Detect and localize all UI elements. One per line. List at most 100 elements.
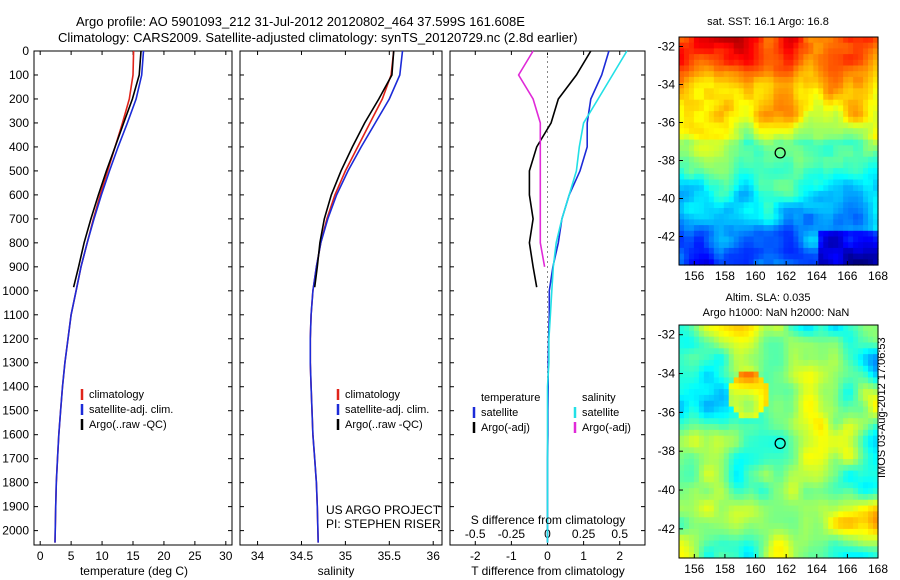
heatmap-cell bbox=[783, 424, 790, 431]
y-tick-label: 1900 bbox=[2, 500, 29, 514]
heatmap-cell bbox=[853, 389, 859, 396]
heatmap-cell bbox=[679, 523, 685, 530]
heatmap-cell bbox=[708, 111, 715, 118]
heatmap-cell bbox=[868, 236, 874, 243]
heatmap-cell bbox=[758, 505, 765, 512]
heatmap-cell bbox=[848, 71, 854, 78]
heatmap-cell bbox=[863, 259, 869, 266]
heatmap-cell bbox=[733, 156, 740, 163]
heatmap-cell bbox=[828, 511, 834, 518]
heatmap-cell bbox=[828, 76, 834, 84]
heatmap-cell bbox=[868, 185, 874, 192]
heatmap-cell bbox=[723, 116, 730, 124]
heatmap-cell bbox=[863, 42, 869, 49]
heatmap-cell bbox=[828, 453, 834, 460]
heatmap-cell bbox=[738, 546, 745, 553]
heatmap-cell bbox=[758, 424, 765, 431]
heatmap-cell bbox=[758, 139, 765, 146]
heatmap-cell bbox=[748, 377, 755, 384]
heatmap-cell bbox=[718, 151, 725, 158]
heatmap-cell bbox=[708, 59, 715, 67]
heatmap-cell bbox=[738, 377, 745, 384]
heatmap-cell bbox=[853, 37, 859, 44]
heatmap-cell bbox=[683, 156, 690, 163]
heatmap-cell bbox=[683, 406, 690, 413]
heatmap-cell bbox=[773, 389, 780, 396]
heatmap-cell bbox=[703, 441, 710, 448]
heatmap-cell bbox=[683, 213, 690, 220]
heatmap-cell bbox=[788, 82, 795, 89]
heatmap-cell bbox=[713, 128, 720, 135]
heatmap-cell bbox=[738, 552, 745, 559]
heatmap-cell bbox=[753, 540, 760, 547]
heatmap-cell bbox=[708, 534, 715, 542]
heatmap-cell bbox=[698, 505, 705, 512]
heatmap-cell bbox=[738, 342, 745, 349]
heatmap-cell bbox=[788, 523, 795, 530]
heatmap-cell bbox=[818, 202, 824, 209]
heatmap-cell bbox=[713, 196, 720, 203]
heatmap-cell bbox=[853, 236, 859, 243]
heatmap-cell bbox=[708, 354, 715, 361]
heatmap-cell bbox=[683, 354, 690, 361]
heatmap-cell bbox=[758, 377, 765, 384]
heatmap-cell bbox=[813, 435, 819, 443]
heatmap-cell bbox=[723, 517, 730, 524]
heatmap-cell bbox=[748, 470, 755, 478]
heatmap-cell bbox=[683, 230, 690, 238]
pi-annotation: PI: STEPHEN RISER bbox=[326, 517, 441, 531]
heatmap-cell bbox=[838, 116, 844, 124]
heatmap-cell bbox=[773, 151, 780, 158]
sst-map-panel: 156 158 160 162 164 166 168-32-34-36-38-40-42 bbox=[658, 36, 888, 283]
heatmap-cell bbox=[703, 139, 710, 146]
heatmap-cell bbox=[788, 133, 795, 141]
heatmap-cell bbox=[698, 139, 705, 146]
heatmap-cell bbox=[738, 371, 745, 379]
heatmap-cell bbox=[683, 71, 690, 78]
heatmap-cell bbox=[828, 133, 834, 141]
heatmap-cell bbox=[783, 162, 790, 169]
heatmap-cell bbox=[873, 365, 879, 373]
heatmap-cell bbox=[728, 37, 735, 44]
heatmap-cell bbox=[728, 71, 735, 78]
heatmap-cell bbox=[768, 219, 775, 226]
heatmap-cell bbox=[783, 196, 790, 203]
heatmap-cell bbox=[683, 453, 690, 460]
heatmap-cell bbox=[723, 151, 730, 158]
heatmap-cell bbox=[858, 418, 864, 425]
heatmap-cell bbox=[713, 76, 720, 84]
heatmap-cell bbox=[738, 48, 745, 55]
heatmap-cell bbox=[838, 359, 844, 367]
legend-label: Argo(-adj) bbox=[481, 422, 530, 434]
heatmap-cell bbox=[798, 493, 804, 501]
heatmap-cell bbox=[698, 247, 705, 255]
heatmap-cell bbox=[813, 173, 819, 181]
heatmap-cell bbox=[753, 54, 760, 61]
sst-map-title: sat. SST: 16.1 Argo: 16.8 bbox=[707, 16, 829, 28]
heatmap-cell bbox=[863, 552, 869, 559]
heatmap-cell bbox=[723, 111, 730, 118]
heatmap-cell bbox=[773, 37, 780, 44]
heatmap-cell bbox=[828, 202, 834, 209]
heatmap-cell bbox=[683, 441, 690, 448]
heatmap-cell bbox=[743, 447, 750, 454]
heatmap-cell bbox=[718, 336, 725, 344]
heatmap-cell bbox=[828, 139, 834, 146]
heatmap-cell bbox=[848, 517, 854, 524]
heatmap-cell bbox=[808, 173, 814, 181]
heatmap-cell bbox=[723, 441, 730, 448]
heatmap-cell bbox=[838, 517, 844, 524]
heatmap-cell bbox=[758, 354, 765, 361]
heatmap-cell bbox=[738, 128, 745, 135]
heatmap-cell bbox=[728, 173, 735, 181]
heatmap-cell bbox=[838, 365, 844, 373]
heatmap-cell bbox=[748, 359, 755, 367]
heatmap-cell bbox=[773, 447, 780, 454]
heatmap-cell bbox=[788, 99, 795, 106]
heatmap-cell bbox=[708, 168, 715, 175]
heatmap-cell bbox=[713, 383, 720, 390]
heatmap-cell bbox=[693, 435, 700, 443]
heatmap-cell bbox=[863, 236, 869, 243]
heatmap-cell bbox=[813, 371, 819, 379]
heatmap-cell bbox=[843, 225, 849, 232]
